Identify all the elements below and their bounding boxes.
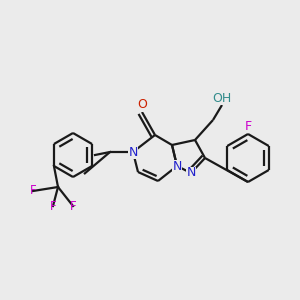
Text: N: N [128,146,138,158]
Text: O: O [137,98,147,112]
Text: F: F [70,200,76,212]
Text: N: N [186,167,196,179]
Text: N: N [172,160,182,172]
Text: OH: OH [212,92,232,104]
Text: F: F [244,119,252,133]
Text: F: F [50,200,56,212]
Text: F: F [30,184,36,197]
